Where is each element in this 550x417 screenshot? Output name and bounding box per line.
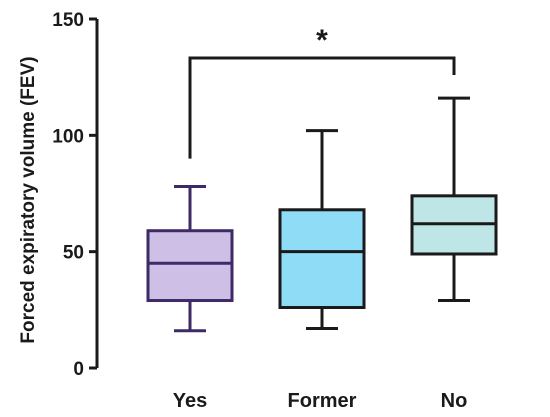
y-tick-label: 0 (73, 359, 84, 380)
significance-bracket: * (188, 24, 456, 159)
bracket-line (188, 56, 456, 159)
iqr-box (278, 208, 366, 310)
boxes (146, 96, 498, 333)
y-tick-label: 50 (63, 243, 84, 264)
x-tick-label-yes: Yes (173, 390, 207, 412)
box-former (278, 129, 366, 330)
x-tick-label-former: Former (288, 390, 357, 412)
y-ticks: 0 50 100 150 (52, 10, 97, 380)
y-axis-label: Forced expiratory volume (FEV) (18, 56, 39, 343)
x-tick-label-no: No (441, 390, 468, 412)
y-tick-label: 100 (52, 126, 84, 147)
box-yes (146, 185, 234, 333)
x-tick-labels: Yes Former No (173, 390, 468, 412)
y-tick-label: 150 (52, 10, 84, 31)
iqr-box (146, 229, 234, 303)
box-no (410, 96, 498, 303)
significance-star: * (316, 24, 328, 57)
